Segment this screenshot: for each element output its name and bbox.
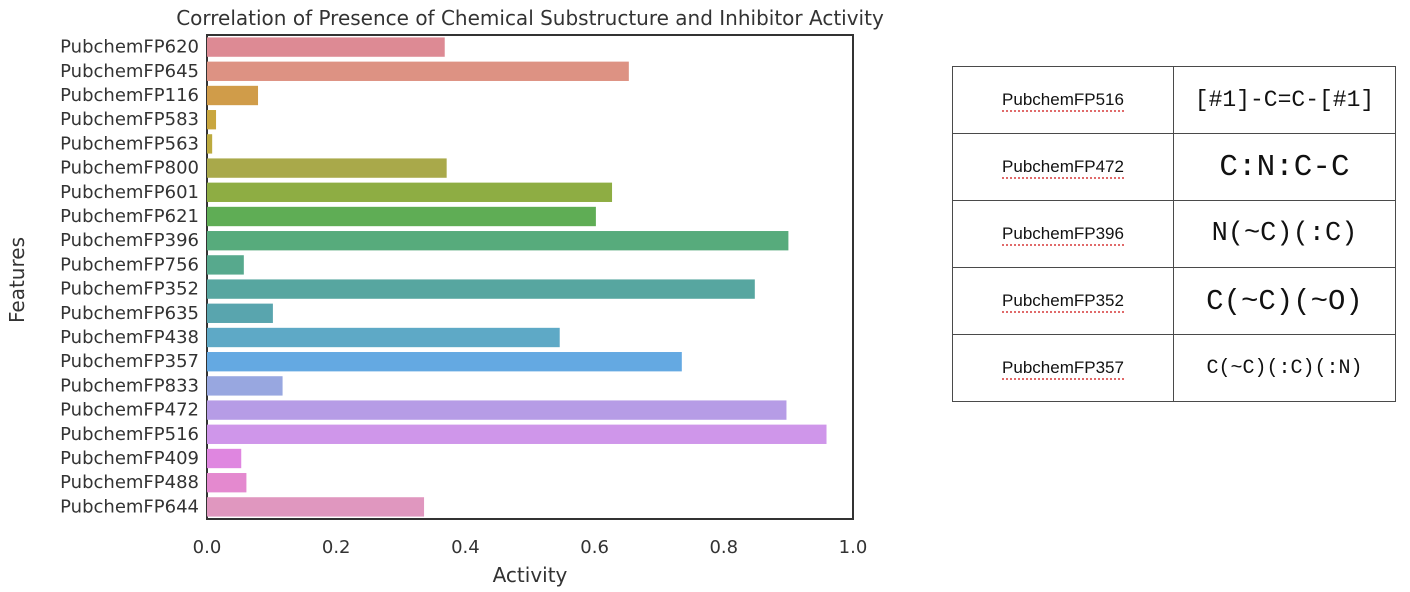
y-tick-label: PubchemFP116 bbox=[60, 85, 199, 106]
y-tick-label: PubchemFP583 bbox=[60, 109, 199, 130]
bar-PubchemFP488 bbox=[207, 473, 247, 493]
table-row: PubchemFP352 C(~C)(~O) bbox=[952, 267, 1396, 335]
bars-group bbox=[207, 37, 827, 517]
bar-PubchemFP583 bbox=[207, 110, 217, 130]
feature-cell: PubchemFP516 bbox=[952, 66, 1174, 134]
bar-chart: Correlation of Presence of Chemical Subs… bbox=[5, 6, 884, 587]
y-tick-label: PubchemFP833 bbox=[60, 375, 199, 396]
y-tick-label: PubchemFP472 bbox=[60, 400, 199, 421]
y-tick-labels: PubchemFP620 PubchemFP645 PubchemFP116 Pubc… bbox=[60, 37, 199, 518]
bar-PubchemFP563 bbox=[207, 134, 213, 154]
x-tick-labels: 0.0 0.2 0.4 0.6 0.8 1.0 bbox=[193, 537, 868, 558]
y-tick-label: PubchemFP516 bbox=[60, 424, 199, 445]
x-tick-label: 0.4 bbox=[451, 537, 480, 558]
x-tick-label: 0.2 bbox=[322, 537, 351, 558]
y-tick-label: PubchemFP644 bbox=[60, 496, 199, 517]
bar-PubchemFP601 bbox=[207, 182, 613, 202]
smarts-cell: [#1]-C=C-[#1] bbox=[1173, 66, 1396, 134]
y-tick-label: PubchemFP438 bbox=[60, 327, 199, 348]
y-tick-label: PubchemFP620 bbox=[60, 37, 199, 58]
bar-PubchemFP396 bbox=[207, 231, 789, 251]
y-tick-label: PubchemFP357 bbox=[60, 351, 199, 372]
y-tick-label: PubchemFP601 bbox=[60, 182, 199, 203]
smarts-cell: C:N:C-C bbox=[1173, 133, 1396, 201]
bar-PubchemFP756 bbox=[207, 255, 244, 275]
bar-PubchemFP352 bbox=[207, 279, 755, 299]
bar-PubchemFP620 bbox=[207, 37, 445, 57]
substructure-table: PubchemFP516 [#1]-C=C-[#1] PubchemFP472 … bbox=[952, 66, 1396, 402]
y-tick-label: PubchemFP563 bbox=[60, 133, 199, 154]
bar-PubchemFP621 bbox=[207, 206, 596, 227]
y-tick-label: PubchemFP488 bbox=[60, 472, 199, 493]
x-axis-label: Activity bbox=[493, 563, 568, 587]
bar-PubchemFP409 bbox=[207, 448, 242, 469]
x-tick-label: 0.8 bbox=[709, 537, 738, 558]
feature-cell: PubchemFP472 bbox=[952, 133, 1174, 201]
table-row: PubchemFP472 C:N:C-C bbox=[952, 133, 1396, 201]
feature-cell: PubchemFP357 bbox=[952, 334, 1174, 402]
x-tick-label: 0.6 bbox=[580, 537, 609, 558]
y-tick-label: PubchemFP621 bbox=[60, 206, 199, 227]
table-row: PubchemFP357 C(~C)(:C)(:N) bbox=[952, 334, 1396, 402]
table-row: PubchemFP516 [#1]-C=C-[#1] bbox=[952, 66, 1396, 134]
y-tick-label: PubchemFP396 bbox=[60, 230, 199, 251]
bar-PubchemFP800 bbox=[207, 158, 447, 178]
table-row: PubchemFP396 N(~C)(:C) bbox=[952, 200, 1396, 268]
bar-PubchemFP438 bbox=[207, 327, 560, 348]
bar-PubchemFP116 bbox=[207, 85, 259, 106]
y-tick-label: PubchemFP800 bbox=[60, 158, 199, 179]
x-tick-label: 1.0 bbox=[839, 537, 868, 558]
bar-PubchemFP833 bbox=[207, 376, 283, 396]
y-tick-label: PubchemFP756 bbox=[60, 254, 199, 275]
bar-PubchemFP635 bbox=[207, 303, 273, 323]
y-tick-label: PubchemFP409 bbox=[60, 448, 199, 469]
bar-PubchemFP645 bbox=[207, 61, 629, 81]
smarts-cell: C(~C)(~O) bbox=[1173, 267, 1396, 335]
feature-cell: PubchemFP396 bbox=[952, 200, 1174, 268]
bar-PubchemFP357 bbox=[207, 352, 682, 372]
smarts-cell: N(~C)(:C) bbox=[1173, 200, 1396, 268]
y-tick-label: PubchemFP645 bbox=[60, 61, 199, 82]
bar-PubchemFP472 bbox=[207, 400, 787, 420]
bar-PubchemFP644 bbox=[207, 497, 425, 517]
x-tick-label: 0.0 bbox=[193, 537, 222, 558]
y-tick-label: PubchemFP352 bbox=[60, 279, 199, 300]
feature-cell: PubchemFP352 bbox=[952, 267, 1174, 335]
y-tick-label: PubchemFP635 bbox=[60, 303, 199, 324]
y-axis-label: Features bbox=[5, 237, 29, 323]
bar-PubchemFP516 bbox=[207, 424, 827, 444]
smarts-cell: C(~C)(:C)(:N) bbox=[1173, 334, 1396, 402]
plot-frame bbox=[206, 34, 854, 520]
chart-title: Correlation of Presence of Chemical Subs… bbox=[176, 6, 884, 30]
